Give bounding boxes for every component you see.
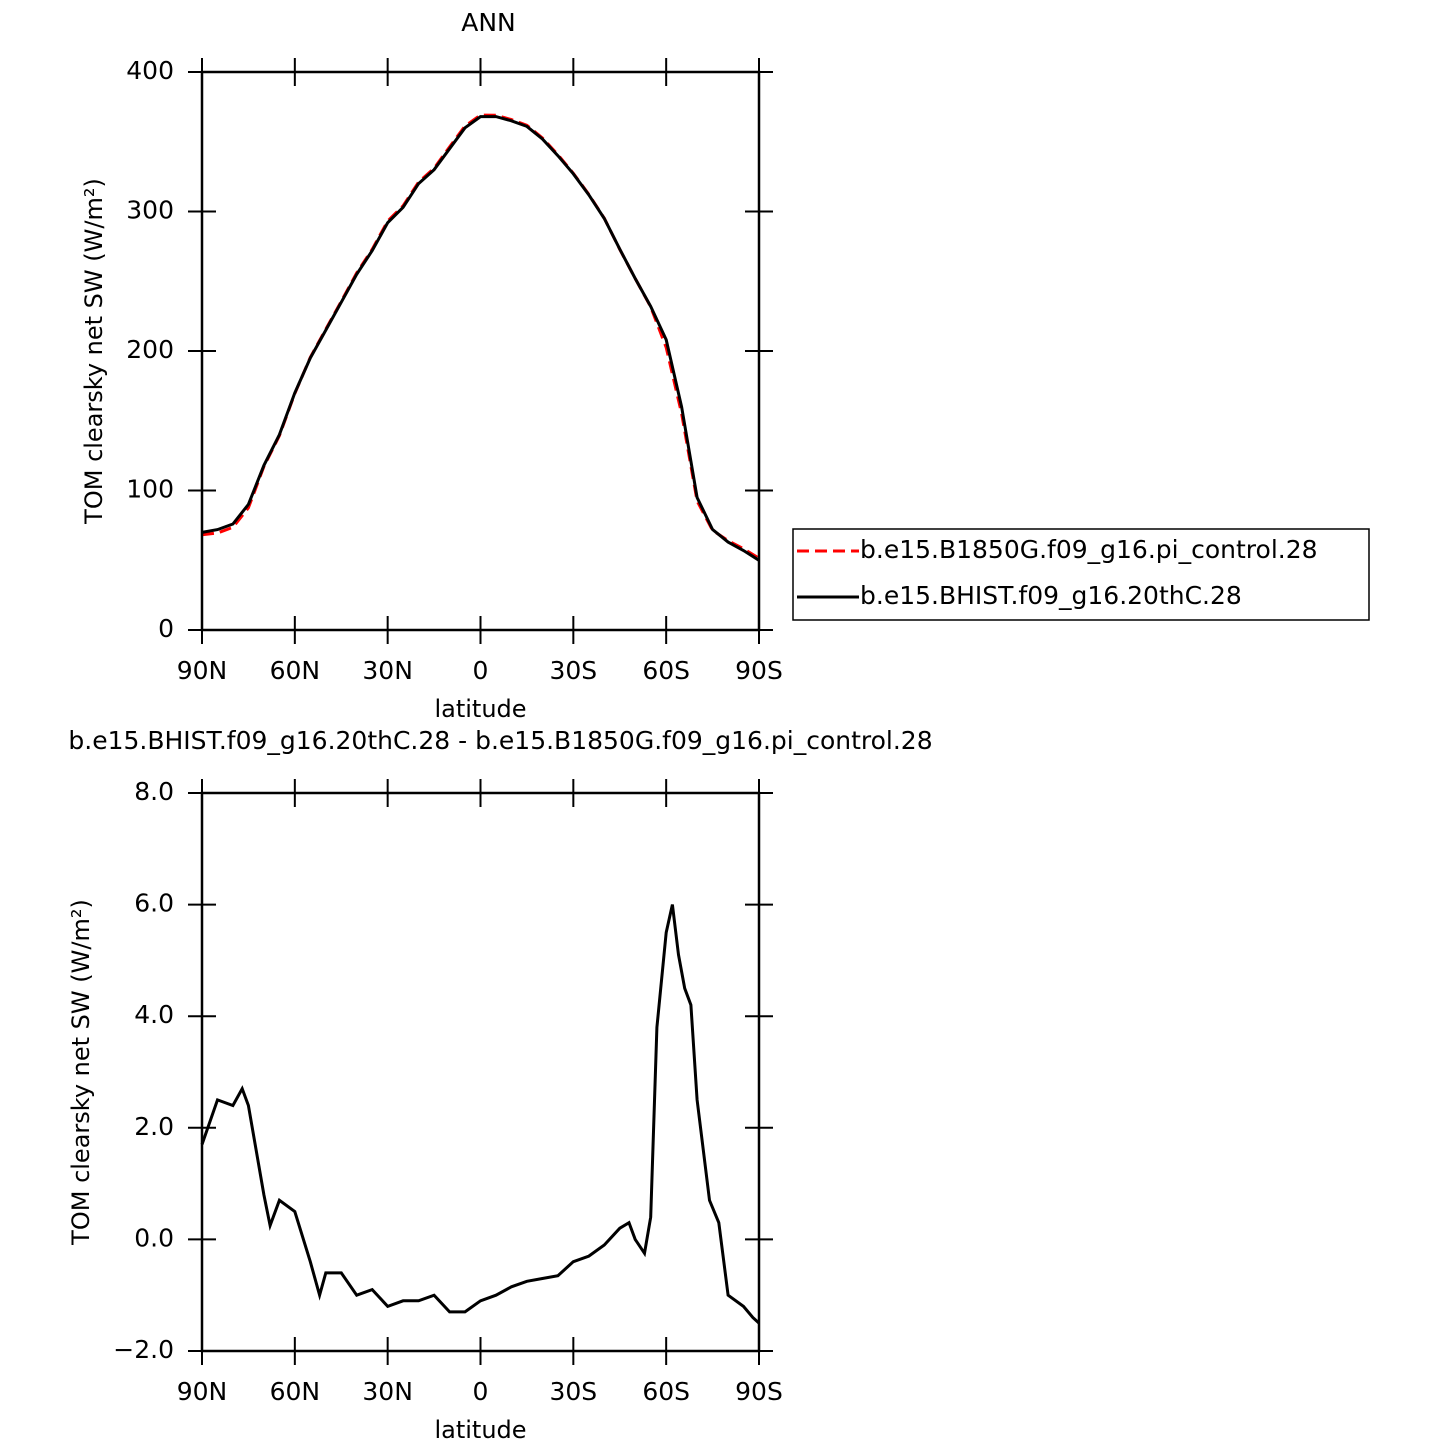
x-tick-label: 60N [270, 656, 321, 685]
legend-label: b.e15.BHIST.f09_g16.20thC.28 [860, 581, 1242, 610]
chart-title: b.e15.BHIST.f09_g16.20thC.28 - b.e15.B18… [68, 726, 932, 755]
y-tick-label: 400 [126, 56, 174, 85]
x-tick-label: 30S [549, 1377, 597, 1406]
legend-box [792, 528, 1370, 621]
x-tick-label: 30N [362, 1377, 413, 1406]
x-tick-label: 0 [473, 1377, 489, 1406]
data-line [200, 904, 761, 1325]
y-tick-label: 300 [126, 196, 174, 225]
x-tick-label: 30N [362, 656, 413, 685]
x-tick-label: 90S [735, 1377, 783, 1406]
y-tick-label: 0 [158, 614, 174, 643]
x-tick-label: 30S [549, 656, 597, 685]
x-tick-label: 0 [473, 656, 489, 685]
data-line [201, 115, 760, 562]
y-tick-label: −2.0 [113, 1335, 174, 1364]
x-axis-label: latitude [434, 1416, 526, 1444]
x-axis-label: latitude [434, 695, 526, 723]
plot-frame [200, 791, 761, 1353]
y-tick-label: 2.0 [134, 1112, 174, 1141]
y-tick-label: 100 [126, 475, 174, 504]
y-tick-label: 6.0 [134, 889, 174, 918]
x-tick-label: 60N [270, 1377, 321, 1406]
x-tick-label: 60S [642, 1377, 690, 1406]
chart-title: ANN [461, 8, 516, 37]
y-axis-label: TOM clearsky net SW (W/m²) [80, 178, 108, 525]
y-tick-label: 8.0 [134, 777, 174, 806]
x-tick-label: 90S [735, 656, 783, 685]
y-tick-label: 0.0 [134, 1223, 174, 1252]
x-tick-label: 60S [642, 656, 690, 685]
plot-frame [200, 70, 761, 632]
legend-label: b.e15.B1850G.f09_g16.pi_control.28 [860, 535, 1318, 564]
x-tick-label: 90N [177, 656, 228, 685]
y-tick-label: 4.0 [134, 1000, 174, 1029]
y-axis-label: TOM clearsky net SW (W/m²) [67, 899, 95, 1246]
data-line [201, 113, 760, 560]
y-tick-label: 200 [126, 335, 174, 364]
x-tick-label: 90N [177, 1377, 228, 1406]
